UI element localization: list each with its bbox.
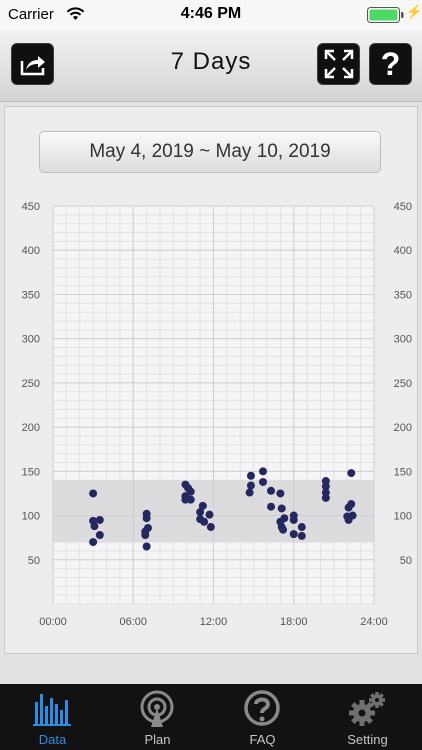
data-point — [200, 517, 209, 526]
share-button[interactable] — [11, 43, 54, 85]
y-tick-label-left: 350 — [22, 289, 40, 301]
data-point — [267, 486, 276, 495]
clock: 4:46 PM — [180, 5, 242, 22]
data-point — [95, 531, 104, 540]
data-point — [277, 504, 286, 513]
data-point — [89, 538, 98, 547]
data-point — [344, 503, 353, 512]
y-tick-label-right: 450 — [394, 201, 412, 213]
help-icon: ? — [380, 45, 401, 82]
y-tick-label-left: 450 — [22, 201, 40, 213]
battery-icon — [367, 7, 404, 23]
data-point — [276, 489, 285, 498]
data-point — [279, 525, 288, 534]
data-point — [141, 531, 150, 540]
data-point — [205, 510, 214, 519]
data-point — [198, 501, 207, 510]
x-tick-label: 12:00 — [200, 616, 228, 628]
status-bar: Carrier 4:46 PM ⚡ — [0, 0, 422, 30]
x-tick-label: 24:00 — [360, 616, 388, 628]
data-point — [297, 523, 306, 532]
wifi-icon — [66, 7, 85, 20]
tab-label: Data — [38, 732, 67, 747]
tab-data[interactable]: Data — [0, 684, 105, 750]
data-point — [321, 493, 330, 502]
y-tick-label-right: 250 — [394, 378, 412, 390]
data-point — [206, 523, 215, 532]
y-tick-label-left: 200 — [22, 422, 40, 434]
y-tick-label-right: 350 — [394, 289, 412, 301]
tab-label: Setting — [347, 732, 388, 747]
share-icon — [20, 56, 45, 76]
y-tick-label-left: 150 — [22, 466, 40, 478]
charging-icon: ⚡ — [406, 4, 422, 19]
data-point — [89, 489, 98, 498]
tab-setting[interactable]: Setting — [315, 684, 420, 750]
y-tick-label-right: 300 — [394, 334, 412, 346]
y-tick-label-left: 250 — [22, 378, 40, 390]
y-tick-label-left: 100 — [22, 511, 40, 523]
tab-plan[interactable]: Plan — [105, 684, 210, 750]
data-point — [297, 531, 306, 540]
y-tick-label-right: 50 — [400, 555, 412, 567]
y-tick-label-right: 100 — [394, 511, 412, 523]
date-range-button[interactable]: May 4, 2019 ~ May 10, 2019 — [39, 131, 381, 173]
x-tick-label: 06:00 — [119, 616, 147, 628]
bar-chart-icon — [33, 694, 71, 726]
scatter-chart: 50 50 100 100 150 150 200 200 250 250 300 300 350 350… — [22, 201, 412, 628]
data-point — [344, 515, 353, 524]
x-tick-label: 00:00 — [39, 616, 67, 628]
y-tick-label-right: 200 — [394, 422, 412, 434]
data-point — [246, 481, 255, 490]
help-button[interactable]: ? — [369, 43, 412, 85]
data-point — [181, 495, 190, 504]
y-tick-label-right: 400 — [394, 245, 412, 257]
data-point — [196, 508, 205, 517]
data-point — [95, 515, 104, 524]
data-point — [258, 467, 267, 476]
data-point — [245, 488, 254, 497]
expand-icon — [324, 49, 353, 79]
data-point — [186, 487, 195, 496]
broadcast-icon — [140, 690, 174, 727]
y-tick-label-left: 300 — [22, 334, 40, 346]
data-point — [258, 477, 267, 486]
y-tick-label-right: 150 — [394, 466, 412, 478]
tab-label: Plan — [144, 732, 171, 747]
page-title: 7 Days — [170, 48, 252, 75]
data-point — [347, 469, 356, 478]
tab-faq[interactable]: FAQ — [210, 684, 315, 750]
tab-label: FAQ — [249, 732, 276, 747]
question-icon — [244, 690, 280, 726]
gears-icon — [349, 692, 385, 726]
expand-button[interactable] — [317, 43, 360, 85]
data-point — [267, 502, 276, 511]
carrier-label: Carrier — [8, 6, 54, 23]
tab-bar: Data Plan FAQ — [0, 684, 422, 750]
data-point — [289, 530, 298, 539]
data-point — [142, 542, 151, 551]
data-point — [246, 471, 255, 480]
x-tick-label: 18:00 — [280, 616, 308, 628]
data-point — [321, 482, 330, 491]
data-point — [142, 514, 151, 523]
y-tick-label-left: 400 — [22, 245, 40, 257]
data-point — [90, 522, 99, 531]
y-tick-label-left: 50 — [28, 555, 40, 567]
data-point — [289, 515, 298, 524]
header: 7 Days ? — [0, 30, 422, 102]
